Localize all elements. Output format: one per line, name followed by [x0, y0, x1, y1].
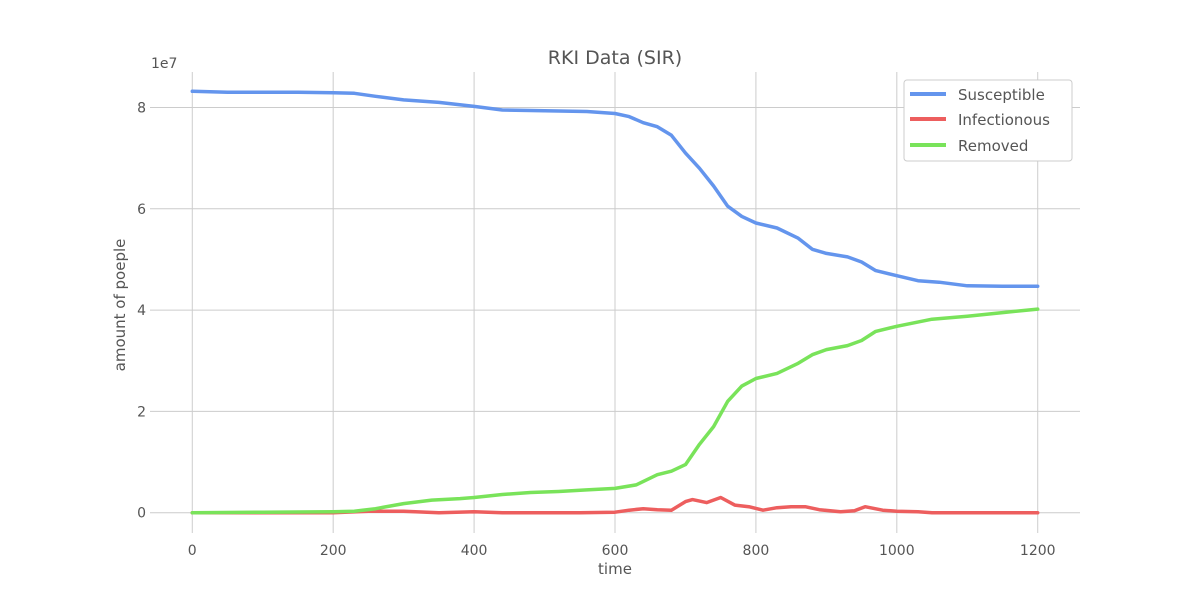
- series-line-susceptible: [190, 89, 1040, 289]
- x-tick-label: 800: [743, 543, 770, 559]
- y-tick-label: 0: [137, 506, 146, 522]
- x-axis-label: time: [598, 560, 632, 578]
- x-tick-label: 1200: [1020, 543, 1056, 559]
- y-axis-label: amount of poeple: [111, 239, 129, 372]
- x-tick-label: 600: [602, 543, 629, 559]
- legend-box: [903, 79, 1073, 162]
- x-tick-label: 1000: [879, 543, 915, 559]
- chart-title: RKI Data (SIR): [548, 47, 682, 69]
- legend-label-removed: Removed: [958, 137, 1028, 155]
- series-line-infectionous: [190, 495, 1040, 515]
- legend-label-infectionous: Infectionous: [958, 111, 1050, 129]
- y-tick-label: 4: [137, 303, 146, 319]
- series-line-removed: [190, 307, 1040, 515]
- tick-labels: 0 200 400 600 800 1000 1200 0 2 4 6 8: [137, 100, 1055, 559]
- x-tick-label: 400: [461, 543, 488, 559]
- y-tick-label: 2: [137, 404, 146, 420]
- legend: Susceptible Infectionous Removed: [903, 79, 1073, 162]
- y-tick-label: 8: [137, 100, 146, 116]
- x-tick-label: 0: [188, 543, 197, 559]
- grid: [150, 72, 1080, 533]
- y-tick-label: 6: [137, 202, 146, 218]
- x-tick-label: 200: [320, 543, 347, 559]
- legend-label-susceptible: Susceptible: [958, 86, 1045, 104]
- y-offset-label: 1e7: [151, 56, 177, 72]
- series-lines: [190, 89, 1040, 515]
